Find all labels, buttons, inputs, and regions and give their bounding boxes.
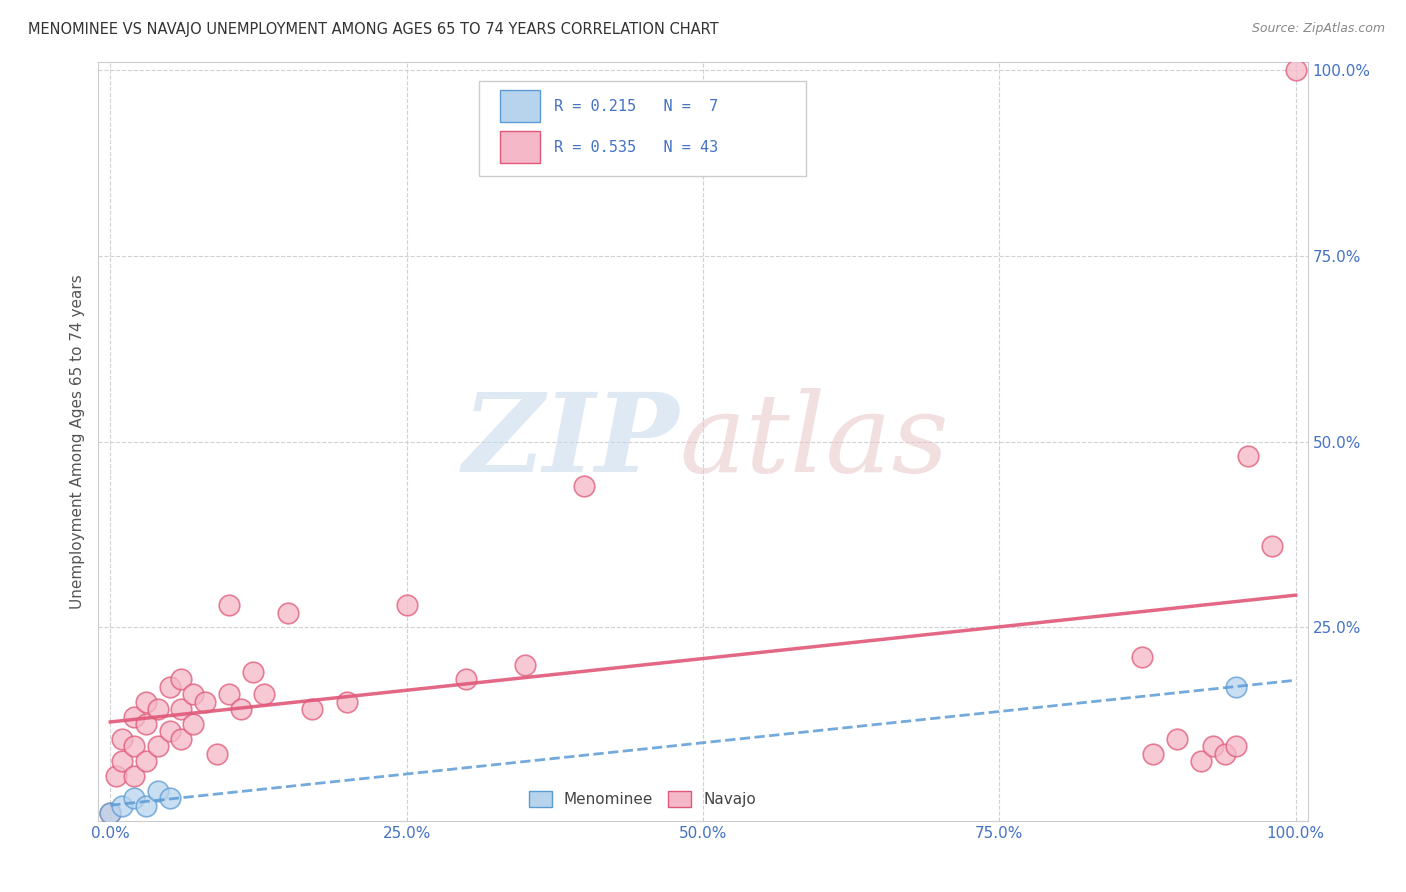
Point (1285, 62, 1308, 77)
Point (170, 702, 193, 716)
Point (1142, 747, 1164, 761)
FancyBboxPatch shape (479, 81, 806, 177)
Text: ZIP: ZIP (463, 388, 679, 495)
Text: R = 0.215   N =  7: R = 0.215 N = 7 (554, 99, 718, 114)
Point (146, 702, 169, 716)
Point (277, 606, 299, 620)
Point (135, 798, 157, 813)
Point (1189, 754, 1212, 768)
Point (1261, 539, 1284, 553)
Point (242, 665, 264, 679)
Point (1237, 450, 1260, 464)
Point (205, 747, 228, 761)
Y-axis label: Unemployment Among Ages 65 to 74 years: Unemployment Among Ages 65 to 74 years (69, 274, 84, 609)
Point (122, 739, 145, 754)
Point (181, 717, 204, 731)
Point (146, 739, 169, 754)
Point (194, 695, 217, 709)
Point (159, 791, 181, 805)
Point (105, 769, 128, 783)
Point (301, 702, 323, 716)
Point (98, 806, 121, 821)
Point (395, 598, 418, 612)
Point (1202, 739, 1225, 754)
FancyBboxPatch shape (501, 131, 540, 163)
Point (159, 680, 181, 694)
Point (122, 709, 145, 723)
Point (454, 673, 477, 687)
Point (122, 769, 145, 783)
Text: R = 0.535   N = 43: R = 0.535 N = 43 (554, 140, 718, 155)
Point (218, 687, 240, 701)
Point (1130, 650, 1153, 665)
Point (122, 791, 145, 805)
Point (159, 724, 181, 739)
Point (170, 731, 193, 746)
Point (111, 731, 134, 746)
Point (218, 598, 240, 612)
Point (515, 657, 537, 672)
Text: MENOMINEE VS NAVAJO UNEMPLOYMENT AMONG AGES 65 TO 74 YEARS CORRELATION CHART: MENOMINEE VS NAVAJO UNEMPLOYMENT AMONG A… (28, 22, 718, 37)
FancyBboxPatch shape (501, 90, 540, 122)
Point (1225, 739, 1247, 754)
Point (1225, 680, 1247, 694)
Point (181, 687, 204, 701)
Text: atlas: atlas (679, 388, 949, 495)
Point (98, 806, 121, 821)
Point (170, 673, 193, 687)
Point (336, 695, 359, 709)
Point (1166, 731, 1188, 746)
Point (135, 717, 157, 731)
Point (1213, 747, 1236, 761)
Point (146, 784, 169, 798)
Point (135, 695, 157, 709)
Legend: Menominee, Navajo: Menominee, Navajo (523, 785, 762, 813)
Point (135, 754, 157, 768)
Point (253, 687, 276, 701)
Text: Source: ZipAtlas.com: Source: ZipAtlas.com (1251, 22, 1385, 36)
Point (574, 479, 596, 493)
Point (229, 702, 252, 716)
Point (111, 754, 134, 768)
Point (111, 798, 134, 813)
